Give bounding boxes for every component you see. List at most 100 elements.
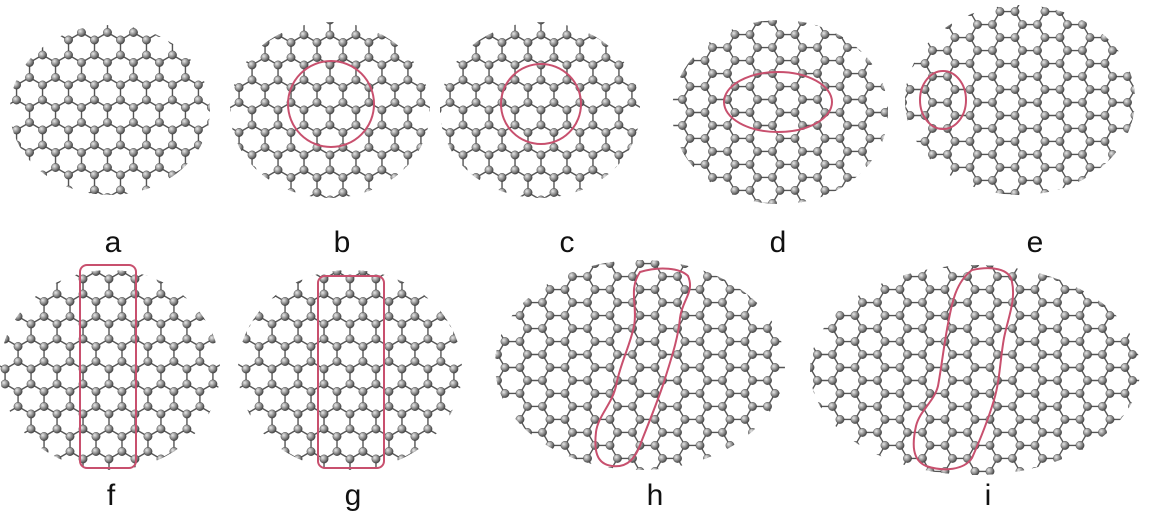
bond — [213, 103, 226, 111]
bond — [723, 471, 731, 484]
bond — [427, 293, 442, 303]
bond — [4, 270, 19, 280]
panel-c: c — [433, 13, 662, 259]
carbon-atom — [835, 56, 845, 65]
bond — [0, 249, 5, 257]
carbon-atom — [1128, 376, 1137, 385]
carbon-atom — [658, 324, 667, 333]
carbon-atom — [247, 22, 257, 25]
carbon-atom — [963, 298, 972, 307]
carbon-atom — [478, 298, 486, 306]
carbon-atom — [850, 363, 860, 372]
bond — [148, 249, 161, 257]
carbon-atom — [1033, 202, 1041, 210]
carbon-atom — [299, 195, 309, 198]
bond — [528, 13, 541, 21]
carbon-atom — [628, 480, 636, 488]
carbon-atom — [658, 298, 667, 307]
carbon-atom — [116, 50, 125, 60]
carbon-atom — [433, 211, 441, 219]
carbon-atom — [25, 148, 34, 157]
carbon-atom — [973, 124, 982, 133]
bond — [704, 190, 714, 204]
carbon-atom — [1015, 311, 1025, 320]
carbon-atom — [436, 342, 446, 351]
carbon-atom — [1053, 376, 1062, 385]
carbon-atom — [678, 121, 687, 130]
carbon-atom — [888, 17, 896, 25]
carbon-atom — [77, 13, 85, 21]
carbon-atom — [222, 387, 230, 395]
carbon-atom — [116, 125, 125, 135]
bond — [220, 294, 233, 302]
carbon-atom — [813, 246, 821, 254]
carbon-atom — [478, 480, 486, 488]
bond — [428, 249, 441, 257]
carbon-atom — [635, 311, 645, 320]
carbon-atom — [700, 30, 710, 39]
carbon-atom — [260, 38, 270, 47]
bond — [810, 432, 819, 446]
carbon-atom — [118, 477, 126, 485]
carbon-atom — [65, 342, 75, 351]
carbon-atom — [590, 337, 600, 346]
carbon-atom — [1143, 402, 1150, 410]
carbon-atom — [903, 402, 912, 411]
carbon-atom — [1098, 324, 1107, 333]
carbon-atom — [351, 75, 361, 85]
carbon-atom — [319, 364, 329, 374]
bond — [0, 405, 6, 415]
carbon-atom — [583, 350, 592, 359]
carbon-atom — [1146, 33, 1150, 41]
carbon-atom — [39, 432, 49, 441]
carbon-atom — [820, 56, 830, 65]
bond — [660, 138, 668, 151]
bond — [923, 251, 931, 264]
carbon-atom — [332, 447, 342, 456]
carbon-atom — [549, 53, 559, 62]
bond — [211, 55, 224, 63]
bond — [1124, 265, 1134, 277]
carbon-atom — [654, 98, 662, 106]
carbon-atom — [515, 467, 525, 470]
carbon-atom — [905, 72, 907, 81]
carbon-atom — [1128, 454, 1137, 463]
bond — [1126, 141, 1135, 155]
carbon-atom — [143, 297, 153, 306]
defect-highlight-d — [723, 71, 833, 133]
carbon-atom — [583, 246, 591, 254]
carbon-atom — [234, 98, 244, 107]
carbon-atom — [1143, 480, 1150, 488]
carbon-atom — [523, 246, 531, 254]
carbon-atom — [247, 30, 257, 40]
carbon-atom — [241, 289, 251, 299]
bond — [173, 270, 188, 280]
bond — [744, 260, 754, 264]
carbon-atom — [234, 143, 244, 152]
bond — [213, 474, 226, 482]
carbon-atom — [1075, 311, 1085, 320]
bond — [475, 191, 490, 198]
bond — [172, 10, 185, 18]
bond — [68, 189, 82, 195]
bond — [884, 177, 888, 191]
bond — [0, 428, 6, 438]
carbon-atom — [1063, 176, 1072, 185]
carbon-atom — [538, 298, 547, 307]
carbon-atom — [130, 334, 140, 344]
carbon-atom — [970, 467, 980, 475]
carbon-atom — [410, 402, 420, 411]
carbon-atom — [358, 342, 368, 351]
bond — [631, 146, 640, 156]
bond — [854, 265, 864, 277]
bond — [496, 276, 506, 290]
bond — [924, 180, 934, 194]
carbon-atom — [820, 160, 830, 169]
carbon-atom — [843, 147, 852, 156]
carbon-atom — [745, 30, 755, 39]
carbon-atom — [673, 246, 681, 254]
carbon-atom — [234, 188, 244, 197]
bond — [10, 189, 17, 195]
carbon-atom — [786, 389, 794, 397]
carbon-atom — [523, 350, 532, 359]
